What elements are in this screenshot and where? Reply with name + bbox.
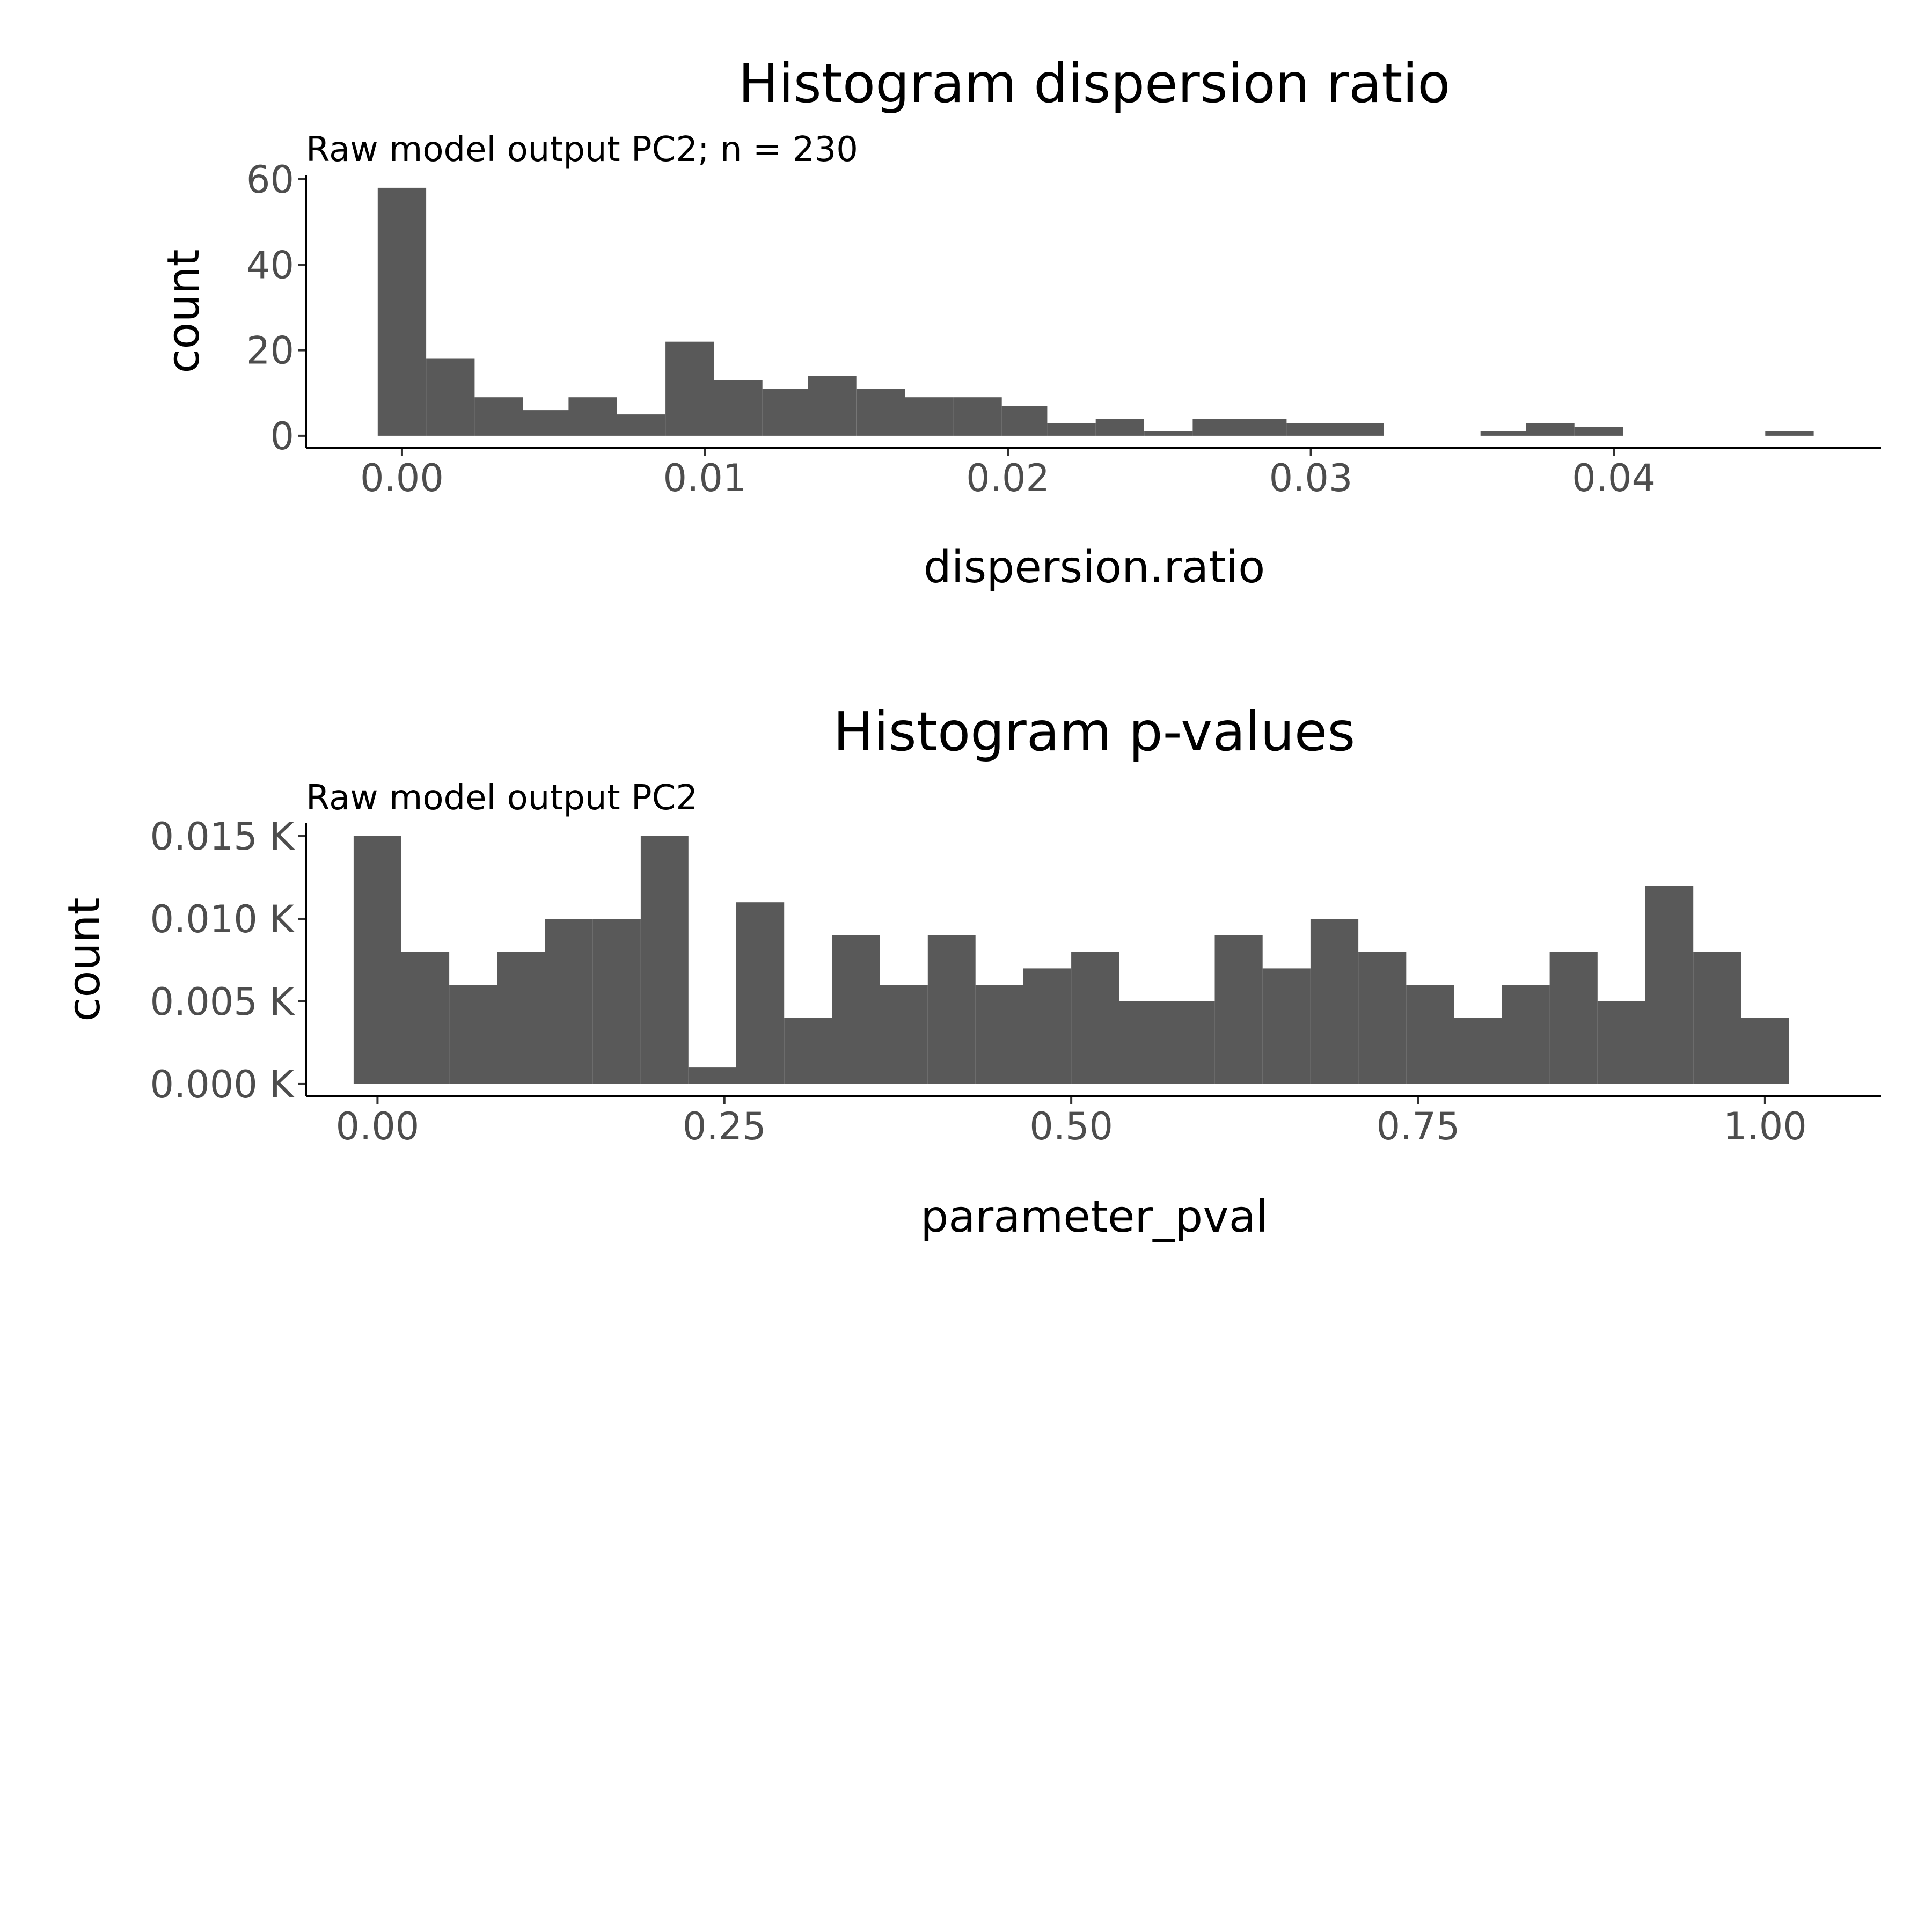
- histogram-bar-19: [1262, 968, 1311, 1084]
- x-tick-label: 0.01: [663, 456, 747, 500]
- histogram-bar-13: [975, 985, 1023, 1084]
- histogram-bar-27: [1645, 885, 1694, 1084]
- histogram-bar-21: [1358, 952, 1407, 1084]
- chart-title: Histogram p-values: [833, 700, 1356, 763]
- histogram-bar-5: [592, 919, 641, 1084]
- histogram-bar-10: [856, 389, 905, 436]
- y-tick-label: 20: [246, 329, 294, 373]
- y-tick-label: 0.005 K: [150, 980, 295, 1024]
- x-tick-label: 0.00: [360, 456, 444, 500]
- x-tick-label: 0.03: [1269, 456, 1353, 500]
- x-axis-title: dispersion.ratio: [924, 542, 1265, 593]
- histogram-bar-5: [617, 414, 666, 436]
- histogram-bar-13: [1001, 406, 1048, 436]
- histogram-bar-8: [736, 902, 785, 1084]
- histogram-bar-16: [1144, 431, 1193, 436]
- x-tick-label: 0.25: [683, 1104, 766, 1148]
- histogram-bar-2: [474, 397, 523, 436]
- histogram-bar-0: [377, 187, 427, 436]
- histogram-bar-23: [1454, 1018, 1502, 1084]
- y-tick-label: 0.010 K: [150, 897, 295, 941]
- histogram-bar-6: [665, 341, 714, 436]
- histogram-bar-29: [1765, 431, 1814, 436]
- y-axis-title: count: [59, 897, 110, 1021]
- bars: [353, 836, 1789, 1084]
- histogram-bar-11: [880, 985, 928, 1084]
- histogram-bar-6: [640, 836, 689, 1084]
- x-tick-label: 0.02: [966, 456, 1050, 500]
- y-axis-ticks: 0.000 K 0.005 K 0.010 K 0.015 K: [150, 815, 306, 1107]
- histogram-bar-25: [1574, 427, 1623, 436]
- chart-subtitle: Raw model output PC2; n = 230: [306, 130, 858, 170]
- histogram-bar-14: [1023, 968, 1072, 1084]
- histogram-bar-25: [1549, 952, 1598, 1084]
- histogram-bar-3: [497, 952, 545, 1084]
- histogram-bar-28: [1693, 952, 1741, 1084]
- x-axis-title: parameter_pval: [920, 1191, 1268, 1242]
- histogram-bar-15: [1095, 419, 1144, 436]
- chart-subtitle: Raw model output PC2: [306, 778, 698, 818]
- histogram-bar-1: [401, 952, 450, 1084]
- histogram-bar-1: [426, 358, 475, 436]
- histogram-bar-17: [1192, 419, 1241, 436]
- histogram-bar-17: [1167, 1001, 1215, 1084]
- y-tick-label: 40: [246, 243, 294, 287]
- x-axis-ticks: 0.00 0.01 0.02 0.03 0.04: [360, 448, 1656, 500]
- histogram-bar-4: [568, 397, 617, 436]
- histogram-bar-15: [1071, 952, 1119, 1084]
- histogram-bar-2: [449, 985, 497, 1084]
- histogram-bar-3: [523, 410, 569, 436]
- y-tick-label: 60: [246, 158, 294, 202]
- histogram-bar-9: [808, 376, 857, 436]
- y-tick-label: 0: [270, 414, 294, 458]
- histogram-p-values-panel: Histogram p-values Raw model output PC2 …: [59, 700, 1881, 1242]
- histogram-bar-20: [1335, 423, 1384, 436]
- histogram-bar-10: [832, 935, 880, 1084]
- histogram-bar-20: [1310, 919, 1359, 1084]
- histogram-bar-16: [1119, 1001, 1167, 1084]
- x-tick-label: 1.00: [1723, 1104, 1807, 1148]
- x-axis-ticks: 0.00 0.25 0.50 0.75 1.00: [335, 1096, 1807, 1148]
- histogram-bar-7: [714, 380, 763, 436]
- histogram-bar-14: [1047, 423, 1096, 436]
- histogram-bar-29: [1741, 1018, 1789, 1084]
- histogram-bar-4: [545, 919, 593, 1084]
- histogram-bar-18: [1214, 935, 1263, 1084]
- histogram-bar-24: [1502, 985, 1550, 1084]
- chart-title: Histogram dispersion ratio: [738, 52, 1451, 115]
- histogram-bar-23: [1480, 431, 1526, 436]
- histogram-bar-0: [353, 836, 401, 1084]
- x-tick-label: 0.04: [1572, 456, 1656, 500]
- histogram-bar-12: [953, 397, 1002, 436]
- bars: [377, 187, 1814, 436]
- histogram-bar-24: [1526, 423, 1575, 436]
- y-tick-label: 0.000 K: [150, 1063, 295, 1107]
- histogram-dispersion-ratio-panel: Histogram dispersion ratio Raw model out…: [158, 52, 1881, 593]
- histogram-bar-18: [1241, 419, 1287, 436]
- x-tick-label: 0.00: [335, 1104, 419, 1148]
- y-tick-label: 0.015 K: [150, 815, 295, 859]
- histogram-bar-8: [762, 389, 808, 436]
- histogram-bar-22: [1406, 985, 1454, 1084]
- histogram-bar-9: [784, 1018, 832, 1084]
- x-tick-label: 0.75: [1377, 1104, 1460, 1148]
- histogram-bar-7: [688, 1067, 736, 1084]
- y-axis-title: count: [158, 249, 209, 373]
- x-tick-label: 0.50: [1029, 1104, 1113, 1148]
- histogram-bar-12: [927, 935, 976, 1084]
- histogram-bar-19: [1286, 423, 1335, 436]
- histogram-bar-26: [1597, 1001, 1645, 1084]
- histogram-bar-11: [905, 397, 954, 436]
- y-axis-ticks: 0 20 40 60: [246, 158, 306, 458]
